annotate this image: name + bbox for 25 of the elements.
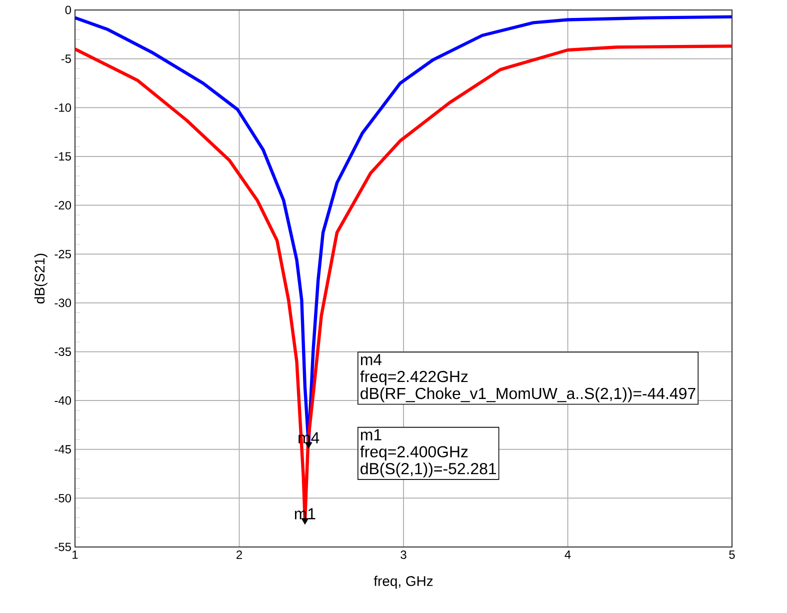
x-tick-label: 3 (400, 550, 406, 559)
x-tick-label: 2 (236, 550, 242, 559)
y-tick-label: -50 (54, 494, 72, 502)
annotation: dB(S(2,1))=-52.281 (360, 462, 496, 478)
annotation: m4 (360, 354, 382, 366)
x-tick-label: 5 (729, 550, 735, 559)
y-axis-title: dB(S21) (34, 254, 48, 304)
annotation: m1 (360, 429, 382, 440)
y-tick-label: -30 (54, 298, 72, 308)
x-tick-label: 1 (72, 550, 78, 559)
y-tick-label: -55 (54, 542, 71, 552)
y-tick-label: -45 (54, 445, 71, 454)
y-tick-label: -25 (54, 250, 71, 258)
y-tick-label: -20 (54, 201, 72, 210)
y-tick-label: -5 (61, 54, 71, 63)
y-tick-label: -10 (54, 103, 72, 112)
y-tick-label: -15 (54, 152, 71, 161)
x-tick-label: 4 (564, 550, 571, 559)
annotation: freq=2.422GHz (360, 370, 468, 386)
y-tick-label: 0 (65, 6, 72, 14)
y-tick-label: -35 (54, 347, 71, 356)
annotation: freq=2.400GHz (360, 446, 468, 461)
annotation: dB(RF_Choke_v1_MomUW_a..S(2,1))=-44.497 (360, 387, 696, 402)
x-axis-title: freq, GHz (374, 576, 433, 589)
y-tick-label: -40 (54, 396, 72, 405)
